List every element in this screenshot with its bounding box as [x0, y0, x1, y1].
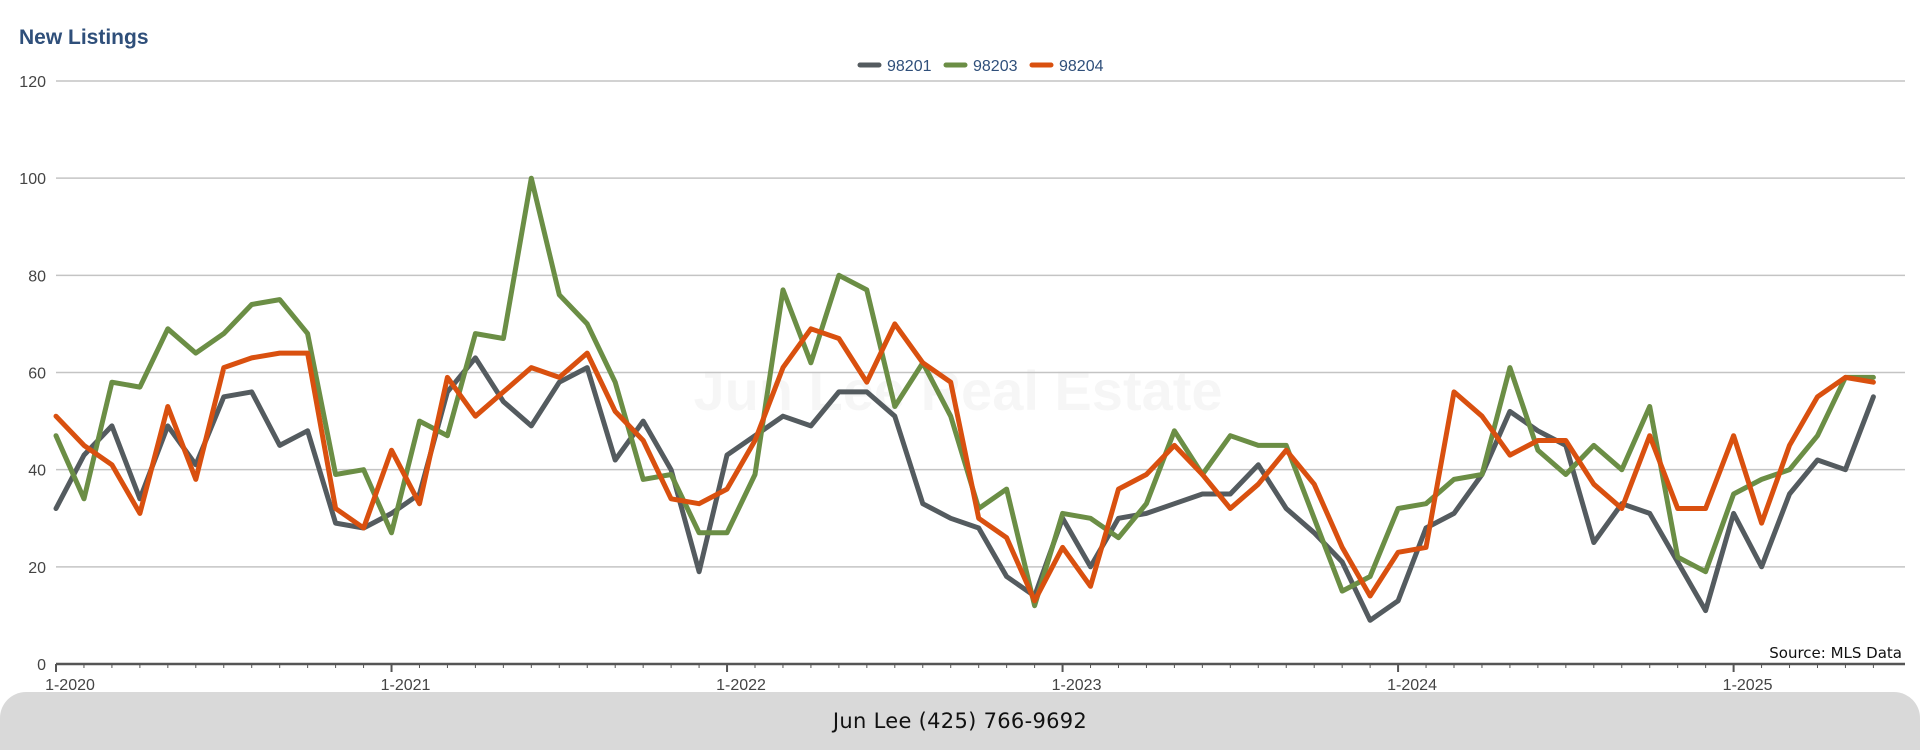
y-tick-label: 40: [28, 463, 46, 480]
source-note: Source: MLS Data: [1769, 644, 1902, 662]
x-tick-label: 1-2023: [1052, 677, 1102, 692]
legend-label-98204: 98204: [1059, 58, 1104, 75]
y-tick-label: 60: [28, 366, 46, 383]
y-tick-label: 120: [19, 74, 46, 91]
y-tick-label: 100: [19, 171, 46, 188]
x-tick-label: 1-2024: [1387, 677, 1437, 692]
x-tick-label: 1-2021: [381, 677, 431, 692]
legend-label-98201: 98201: [887, 58, 932, 75]
legend-label-98203: 98203: [973, 58, 1018, 75]
series-line-98204: [53, 321, 1876, 604]
y-tick-label: 0: [37, 657, 46, 674]
x-tick-label: 1-2022: [716, 677, 766, 692]
footer-contact: Jun Lee (425) 766-9692: [832, 709, 1088, 733]
x-tick-label: 1-2020: [45, 677, 95, 692]
y-tick-label: 80: [28, 268, 46, 285]
footer-bar: Jun Lee (425) 766-9692: [0, 692, 1920, 750]
chart-title: New Listings: [19, 26, 149, 49]
y-tick-label: 20: [28, 560, 46, 577]
x-tick-label: 1-2025: [1723, 677, 1773, 692]
